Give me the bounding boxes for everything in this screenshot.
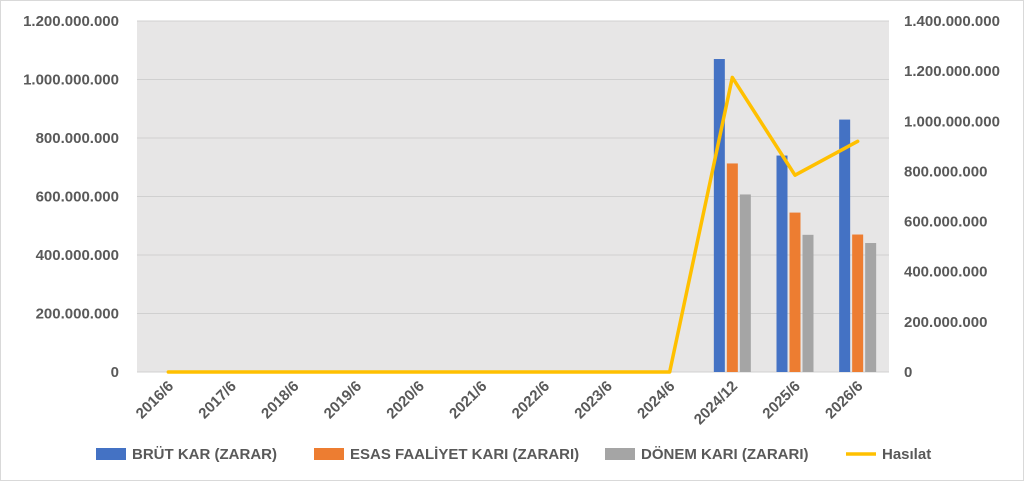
left-axis-tick-label: 200.000.000 bbox=[36, 306, 119, 323]
legend-label: DÖNEM KARI (ZARARI) bbox=[641, 446, 808, 463]
bar-1-11 bbox=[852, 234, 864, 372]
bar-0-11 bbox=[839, 119, 851, 372]
legend-label: BRÜT KAR (ZARAR) bbox=[132, 446, 277, 463]
bar-0-10 bbox=[776, 155, 788, 372]
right-axis-tick-label: 1.400.000.000 bbox=[904, 13, 1000, 30]
x-axis-tick-label: 2019/6 bbox=[321, 378, 365, 422]
line-series-hasilat bbox=[166, 75, 860, 374]
x-axis-tick-label: 2024/6 bbox=[634, 378, 678, 422]
left-axis-tick-label: 600.000.000 bbox=[36, 189, 119, 206]
right-axis-tick-label: 800.000.000 bbox=[904, 163, 987, 180]
right-axis-tick-label: 400.000.000 bbox=[904, 264, 987, 281]
right-axis-tick-label: 1.200.000.000 bbox=[904, 63, 1000, 80]
right-axis-tick-label: 200.000.000 bbox=[904, 314, 987, 331]
left-axis-tick-label: 1.000.000.000 bbox=[23, 72, 119, 89]
legend-label: ESAS FAALİYET KARI (ZARARI) bbox=[350, 446, 579, 463]
right-axis-tick-label: 1.000.000.000 bbox=[904, 113, 1000, 130]
left-axis-tick-label: 800.000.000 bbox=[36, 130, 119, 147]
x-axis-tick-label: 2025/6 bbox=[759, 378, 803, 422]
x-axis-tick-label: 2018/6 bbox=[258, 378, 302, 422]
left-axis-tick-label: 1.200.000.000 bbox=[23, 13, 119, 30]
bar-2-9 bbox=[739, 194, 751, 372]
x-axis-tick-label: 2023/6 bbox=[571, 378, 615, 422]
bar-0-9 bbox=[713, 59, 725, 373]
legend-swatch bbox=[605, 448, 635, 460]
legend-label: Hasılat bbox=[882, 446, 931, 463]
right-axis-tick-label: 600.000.000 bbox=[904, 214, 987, 231]
legend-swatch bbox=[314, 448, 344, 460]
x-axis-tick-label: 2017/6 bbox=[195, 378, 239, 422]
left-axis-tick-label: 0 bbox=[111, 364, 119, 381]
bar-1-9 bbox=[726, 163, 738, 372]
x-axis-tick-label: 2021/6 bbox=[446, 378, 490, 422]
bar-2-11 bbox=[865, 243, 877, 372]
legend-swatch bbox=[96, 448, 126, 460]
x-axis-tick-label: 2016/6 bbox=[133, 378, 177, 422]
right-axis-tick-label: 0 bbox=[904, 364, 912, 381]
x-axis-tick-label: 2026/6 bbox=[822, 378, 866, 422]
bar-2-10 bbox=[802, 234, 814, 372]
left-axis-tick-label: 400.000.000 bbox=[36, 247, 119, 264]
x-axis-tick-label: 2020/6 bbox=[383, 378, 427, 422]
x-axis-tick-label: 2022/6 bbox=[509, 378, 553, 422]
x-axis-tick-label: 2024/12 bbox=[691, 378, 741, 428]
bar-1-10 bbox=[789, 212, 801, 372]
